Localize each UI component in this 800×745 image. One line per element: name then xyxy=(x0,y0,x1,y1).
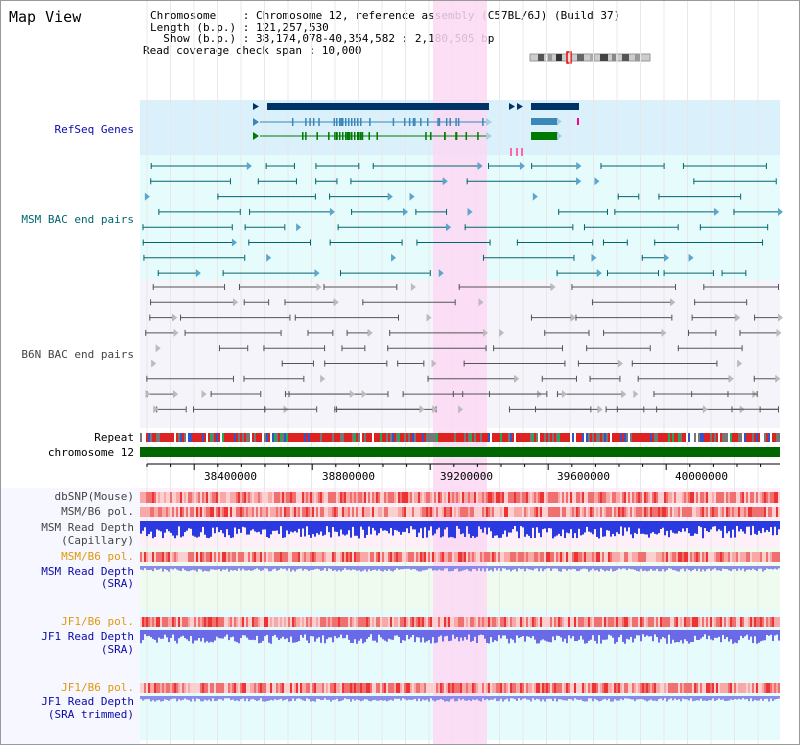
msm-b6-pol-label: MSM/B6 pol. xyxy=(61,505,134,518)
axis-tick-label: 39600000 xyxy=(557,470,610,483)
refseq-gene xyxy=(267,103,489,110)
jf1-depth-label: JF1 Read Depth xyxy=(41,630,134,643)
dbsnp-label: dbSNP(Mouse) xyxy=(54,490,134,503)
jf1-b6-pol2-label: JF1/B6 pol. xyxy=(61,681,134,694)
axis-tick-label: 39200000 xyxy=(440,470,493,483)
refseq-gene xyxy=(531,103,579,110)
left-label-panel xyxy=(0,488,140,745)
b6n-bac-label[interactable]: B6N BAC end pairs xyxy=(21,348,134,361)
jf1-trim-label: JF1 Read Depth xyxy=(41,695,134,708)
axis-tick-label: 38800000 xyxy=(322,470,375,483)
axis-tick-label: 38400000 xyxy=(204,470,257,483)
chromosome-bar xyxy=(140,447,780,457)
page-title: Map View xyxy=(9,8,82,26)
jf1-trim-sub: (SRA trimmed) xyxy=(47,708,134,721)
repeat-label: Repeat xyxy=(94,431,134,444)
msm-b6-pol2-label: MSM/B6 pol. xyxy=(61,550,134,563)
refseq-genes-label[interactable]: RefSeq Genes xyxy=(54,123,134,136)
msm-bac-label[interactable]: MSM BAC end pairs xyxy=(21,213,134,226)
msm-depth-cap-label: MSM Read Depth xyxy=(41,521,134,534)
chromosome-info: Chromosome : Chromosome 12, reference as… xyxy=(143,10,620,56)
jf1-depth-sub: (SRA) xyxy=(100,643,134,656)
jf1-b6-pol-label: JF1/B6 pol. xyxy=(61,615,134,628)
chromosome-label: chromosome 12 xyxy=(47,446,134,459)
msm-depth-cap-sub: (Capillary) xyxy=(61,534,134,547)
msm-depth-sra-label: MSM Read Depth xyxy=(41,565,134,578)
msm-depth-sra-sub: (SRA) xyxy=(100,577,134,590)
length-line: Length (b.p.) : 121,257,530 xyxy=(150,20,329,34)
axis-tick-label: 40000000 xyxy=(675,470,728,483)
